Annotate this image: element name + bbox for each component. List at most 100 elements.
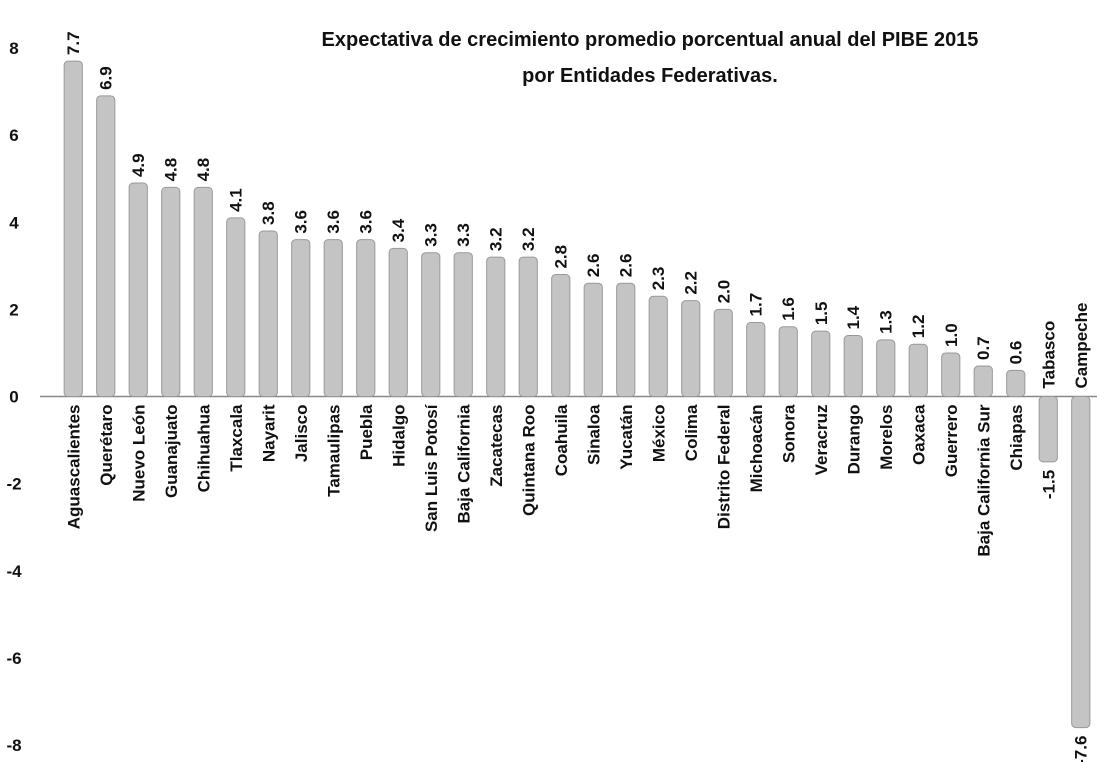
x-tick-label: Puebla [357,404,376,460]
value-label: 3.6 [292,210,311,234]
x-tick-label: Michoacán [747,405,766,493]
x-tick-label: Durango [844,405,863,475]
bar [648,295,668,397]
x-tick-label: Chiapas [1007,405,1026,471]
bar [323,239,343,397]
x-tick-label: Quintana Roo [519,405,538,516]
x-tick-label: Chihuahua [194,404,213,492]
x-tick-label: Aguascalientes [64,405,83,530]
bar [193,186,213,397]
x-tick-label: San Luis Potosí [422,403,441,532]
bar [161,186,181,397]
value-label: 2.2 [682,271,701,295]
value-label: 4.8 [162,158,181,182]
value-label: 2.8 [552,245,571,269]
value-label: 3.4 [389,218,408,242]
y-tick-label: 0 [9,388,18,407]
bar [746,321,766,398]
x-tick-label: Tamaulipas [324,405,343,497]
bar [1038,396,1058,463]
value-label: -1.5 [1039,470,1058,499]
value-label: 7.7 [64,31,83,55]
bar [616,282,636,397]
x-tick-label: Tabasco [1039,321,1058,389]
value-label: 2.6 [617,254,636,278]
x-tick-label: Oaxaca [909,404,928,465]
y-tick-label: -8 [6,736,21,755]
x-tick-label: Baja California Sur [974,404,993,556]
bar [876,339,896,397]
bar [811,330,831,397]
value-label: 3.6 [357,210,376,234]
y-tick-label: -6 [6,649,21,668]
bar [681,300,701,398]
bar [356,239,376,397]
x-tick-label: Guanajuato [162,405,181,499]
x-tick-label: Campeche [1072,303,1091,389]
x-tick-label: Jalisco [292,405,311,463]
x-tick-label: Tlaxcala [227,404,246,472]
value-label: 3.8 [259,201,278,225]
value-label: 1.0 [942,323,961,347]
y-tick-label: -4 [6,562,22,581]
bar [551,274,571,397]
value-label: 1.6 [779,297,798,321]
value-label: 4.1 [227,188,246,212]
value-label: 1.4 [844,305,863,329]
value-label: -7.6 [1072,736,1091,762]
value-label: 2.6 [584,254,603,278]
chart-title: Expectativa de crecimiento promedio porc… [321,29,979,87]
value-label: 0.6 [1007,341,1026,365]
value-label: 6.9 [97,66,116,90]
bar [486,256,506,397]
x-tick-label: Querétaro [97,405,116,486]
y-tick-label: -2 [6,475,21,494]
bar [908,343,928,398]
value-label: 4.9 [129,153,148,177]
bar [1071,396,1091,729]
bar [583,282,603,397]
x-tick-label: Nuevo León [129,405,148,502]
bar [1006,369,1026,397]
bar [291,239,311,397]
y-tick-label: 6 [9,126,18,145]
bar [843,335,863,398]
bar [96,95,116,397]
value-label: 3.3 [454,223,473,247]
x-tick-label: Distrito Federal [714,405,733,530]
bar [388,247,408,397]
value-label: 3.2 [487,227,506,251]
x-tick-label: Baja California [454,404,473,524]
x-tick-label: Colima [682,404,701,461]
value-label: 0.7 [974,336,993,360]
bar [226,217,246,397]
value-label: 2.3 [649,267,668,291]
value-label: 1.5 [812,302,831,326]
bar [941,352,961,397]
bar [518,256,538,397]
x-tick-label: Nayarit [259,404,278,462]
bar [453,252,473,397]
y-tick-label: 2 [9,300,18,319]
y-tick-label: 4 [9,213,19,232]
y-tick-label: 8 [9,39,18,58]
x-tick-label: Hidalgo [389,405,408,467]
bar [258,230,278,397]
value-label: 3.2 [519,227,538,251]
value-label: 4.8 [194,158,213,182]
x-tick-label: Morelos [877,405,896,470]
x-tick-label: Guerrero [942,405,961,478]
x-tick-label: Sinaloa [584,404,603,465]
bar [778,326,798,397]
x-tick-label: Veracruz [812,405,831,476]
x-tick-label: Coahuila [552,404,571,476]
value-label: 1.2 [909,315,928,339]
x-tick-label: Yucatán [617,405,636,470]
value-label: 3.6 [324,210,343,234]
value-label: 2.0 [714,280,733,304]
bar [128,182,148,397]
value-label: 1.3 [877,310,896,334]
bar [713,308,733,397]
